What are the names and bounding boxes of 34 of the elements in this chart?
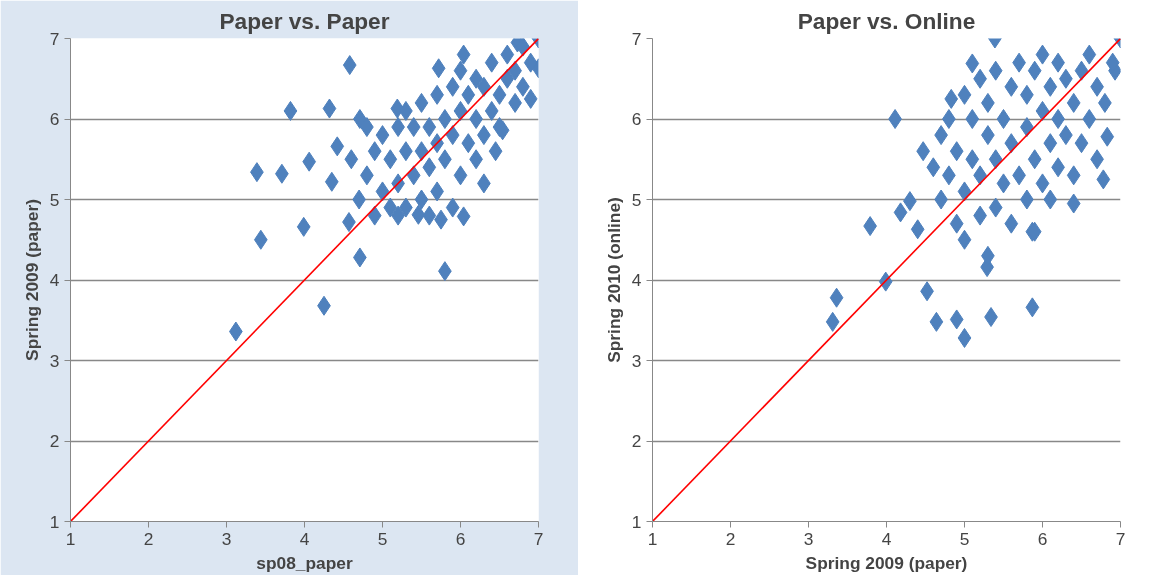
x-tick-label: 3: [221, 528, 232, 549]
x-tick-label: 7: [533, 528, 544, 549]
y-tick-label: 6: [631, 109, 642, 129]
x-tick-label: 5: [959, 528, 970, 549]
x-tick-label: 1: [65, 528, 76, 549]
x-tick-label: 5: [377, 528, 388, 549]
y-tick-label: 5: [631, 189, 642, 210]
y-tick-label: 2: [631, 431, 642, 451]
y-tick-label: 7: [631, 28, 642, 49]
x-tick-label: 7: [1115, 528, 1126, 549]
y-tick-label: 3: [49, 350, 60, 371]
chart-title: Paper vs. Online: [797, 7, 976, 34]
y-tick-label: 5: [49, 189, 60, 210]
x-tick-label: 1: [647, 528, 658, 549]
y-tick-label: 4: [631, 270, 642, 290]
x-tick-label: 3: [803, 528, 814, 549]
x-tick-label: 6: [1037, 528, 1048, 549]
x-tick-label: 2: [725, 528, 736, 549]
y-tick-label: 1: [49, 511, 60, 532]
x-tick-label: 4: [881, 528, 892, 549]
y-tick-label: 3: [631, 350, 642, 371]
y-tick-label: 4: [49, 270, 60, 290]
x-tick-label: 2: [143, 528, 154, 549]
chart-title: Paper vs. Paper: [219, 7, 390, 34]
x-axis-title: Spring 2009 (paper): [805, 552, 968, 573]
x-tick-label: 4: [299, 528, 310, 549]
x-axis-title: sp08_paper: [256, 552, 353, 573]
y-tick-label: 2: [49, 431, 60, 451]
y-tick-label: 7: [49, 28, 60, 49]
y-axis-title: Spring 2009 (paper): [21, 199, 42, 361]
y-axis-title: Spring 2010 (online): [603, 197, 624, 363]
y-tick-label: 6: [49, 109, 60, 129]
y-tick-label: 1: [631, 511, 642, 532]
x-tick-label: 6: [455, 528, 466, 549]
